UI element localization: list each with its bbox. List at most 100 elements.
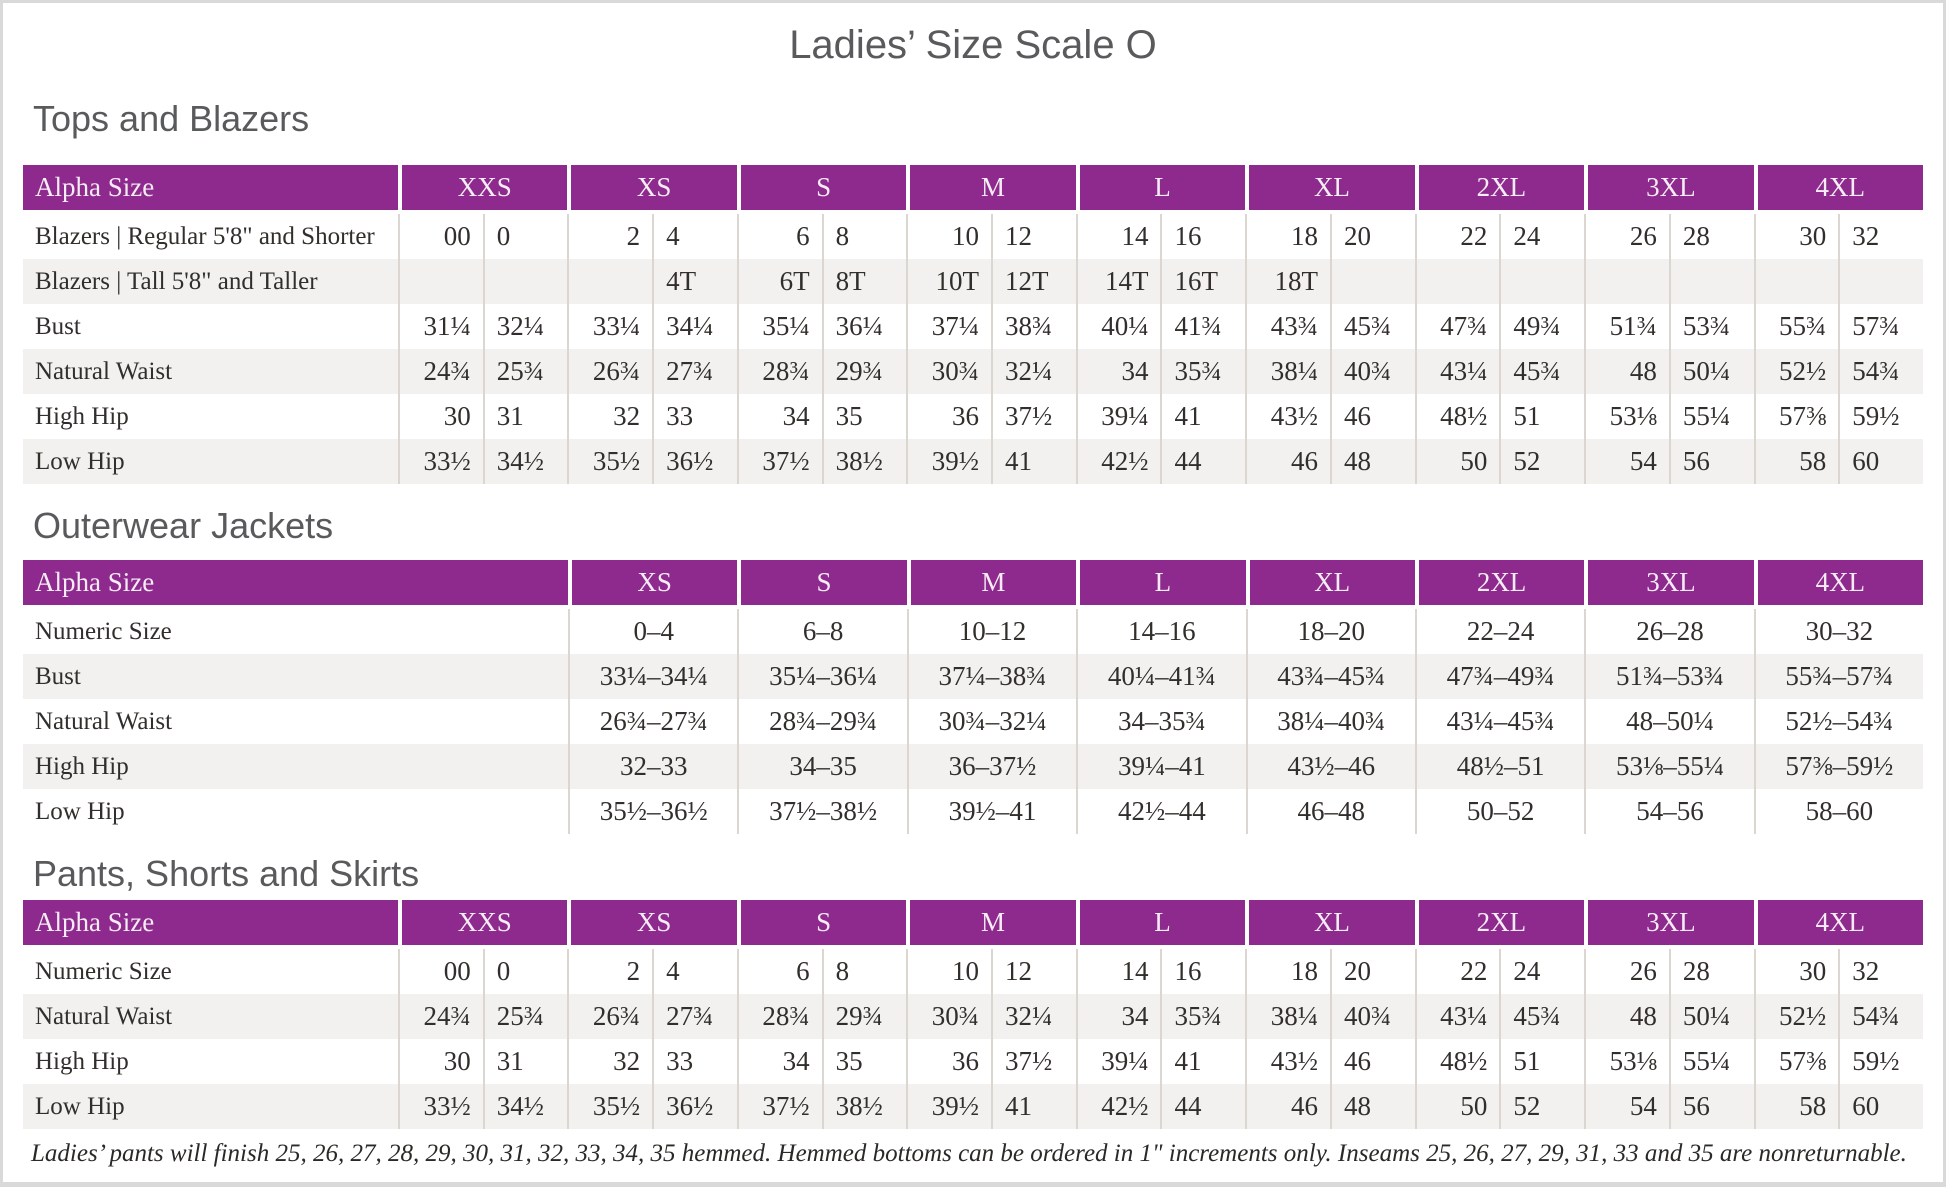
- size-cell: 32: [567, 1039, 652, 1084]
- size-cell: 59½: [1838, 394, 1923, 439]
- size-cell: 24: [1499, 214, 1584, 259]
- size-cell: 50¼: [1668, 349, 1754, 394]
- size-cell: 37½: [736, 1084, 822, 1129]
- size-cell: 45¾: [1329, 304, 1415, 349]
- column-header: M: [906, 560, 1077, 609]
- size-cell: 38¼: [1245, 994, 1330, 1039]
- size-cell: 46–48: [1245, 789, 1415, 834]
- footnote: Ladies’ pants will finish 25, 26, 27, 28…: [31, 1140, 1907, 1167]
- size-cell: 8: [821, 214, 907, 259]
- size-cell: 31¼: [398, 304, 483, 349]
- column-header: M: [906, 900, 1076, 949]
- size-cell: 32¼: [482, 304, 568, 349]
- size-cell: 43¼–45¾: [1414, 699, 1584, 744]
- size-cell: 36–37½: [906, 744, 1077, 789]
- size-cell: 60: [1838, 439, 1923, 484]
- size-cell: 31: [482, 1039, 568, 1084]
- size-cell: 35½: [567, 439, 653, 484]
- size-cell: 39½–41: [906, 789, 1076, 834]
- size-cell: 35¼–36¼: [737, 654, 907, 699]
- row-label: High Hip: [23, 744, 568, 789]
- header-label-cell: Alpha Size: [23, 900, 398, 949]
- size-cell: 48½: [1414, 1039, 1500, 1084]
- size-cell: 40¾: [1329, 994, 1415, 1039]
- row-label: High Hip: [35, 1048, 129, 1075]
- size-cell: 8T: [821, 259, 907, 304]
- size-cell: 32: [1838, 949, 1923, 994]
- size-cell: 51: [1499, 1039, 1584, 1084]
- size-cell: 6–8: [737, 609, 906, 654]
- size-table: Alpha Size XXS XS S M L XL 2XL 3XL 4XL Blazers | R…: [23, 165, 1923, 484]
- size-cell: 18: [1245, 214, 1330, 259]
- size-cell: 48: [1329, 1084, 1415, 1129]
- size-cell: 48½–51: [1414, 744, 1585, 789]
- column-header: S: [737, 560, 907, 609]
- size-cell: [567, 259, 653, 304]
- size-cell: 53¾: [1668, 304, 1754, 349]
- size-cell: 37½: [991, 394, 1076, 439]
- size-cell: 42½–44: [1076, 789, 1245, 834]
- size-cell: 35¼: [736, 304, 822, 349]
- size-cell: 18–20: [1245, 609, 1415, 654]
- size-cell: 41: [991, 439, 1076, 484]
- size-cell: 35: [821, 1039, 907, 1084]
- size-cell: 24: [1499, 949, 1584, 994]
- column-header: XL: [1245, 165, 1415, 214]
- row-label: Bust: [23, 654, 568, 699]
- size-cell: 32–33: [568, 744, 738, 789]
- size-cell: 52½: [1753, 349, 1839, 394]
- size-cell: 0–4: [568, 609, 737, 654]
- size-cell: 36: [906, 394, 991, 439]
- size-cell: 16: [1160, 214, 1245, 259]
- size-cell: 43¾–45¾: [1245, 654, 1415, 699]
- row-label: High Hip: [35, 403, 129, 430]
- size-cell: 29¾: [821, 349, 907, 394]
- row-label: Bust: [35, 313, 81, 340]
- size-cell: 40¼–41¾: [1076, 654, 1246, 699]
- size-cell: 48: [1584, 349, 1669, 394]
- size-cell: 4: [652, 214, 737, 259]
- size-cell: 00: [398, 214, 483, 259]
- size-cell: 28: [1668, 214, 1754, 259]
- size-cell: 36¼: [821, 304, 907, 349]
- size-cell: 40¼: [1075, 304, 1161, 349]
- size-cell: 37¼: [906, 304, 991, 349]
- size-cell: 42½: [1075, 1084, 1161, 1129]
- size-cell: 50: [1414, 439, 1500, 484]
- size-cell: 2: [567, 949, 652, 994]
- size-cell: 52: [1499, 1084, 1585, 1129]
- size-cell: 48: [1584, 994, 1669, 1039]
- size-cell: 30: [398, 394, 483, 439]
- size-cell: 50¼: [1668, 994, 1754, 1039]
- size-cell: [398, 259, 483, 304]
- column-header: XS: [567, 900, 737, 949]
- size-table: Alpha Size XXS XS S M L XL 2XL 3XL 4XL Numeric Siz…: [23, 900, 1923, 1129]
- size-cell: 37½: [736, 439, 822, 484]
- size-cell: 10–12: [906, 609, 1076, 654]
- column-header: L: [1076, 560, 1246, 609]
- column-header: L: [1075, 900, 1246, 949]
- size-cell: 30¾–32¼: [906, 699, 1076, 744]
- column-header: XS: [568, 560, 738, 609]
- size-cell: 14: [1075, 949, 1161, 994]
- size-cell: 34–35¾: [1076, 699, 1245, 744]
- size-cell: 54¾: [1838, 349, 1923, 394]
- size-cell: [1838, 259, 1923, 304]
- size-cell: [1753, 259, 1839, 304]
- size-cell: 55¼: [1668, 394, 1754, 439]
- size-cell: 35½: [567, 1084, 653, 1129]
- size-cell: 54: [1584, 1084, 1669, 1129]
- size-cell: 44: [1160, 1084, 1246, 1129]
- size-cell: 4T: [652, 259, 737, 304]
- size-cell: 22: [1414, 949, 1500, 994]
- column-header: S: [736, 900, 907, 949]
- size-cell: 45¾: [1499, 994, 1585, 1039]
- size-cell: 25¾: [482, 994, 568, 1039]
- page-title: Ladies’ Size Scale O: [789, 23, 1157, 67]
- size-cell: 43½–46: [1245, 744, 1415, 789]
- section-heading: Outerwear Jackets: [33, 505, 334, 546]
- size-cell: 26¾: [567, 349, 653, 394]
- size-cell: 10T: [906, 259, 992, 304]
- row-label: Low Hip: [23, 439, 398, 484]
